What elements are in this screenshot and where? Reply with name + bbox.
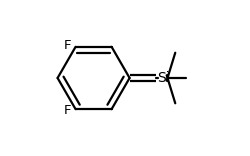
Text: Si: Si — [157, 71, 170, 85]
Text: F: F — [64, 104, 71, 117]
Text: F: F — [64, 39, 71, 52]
